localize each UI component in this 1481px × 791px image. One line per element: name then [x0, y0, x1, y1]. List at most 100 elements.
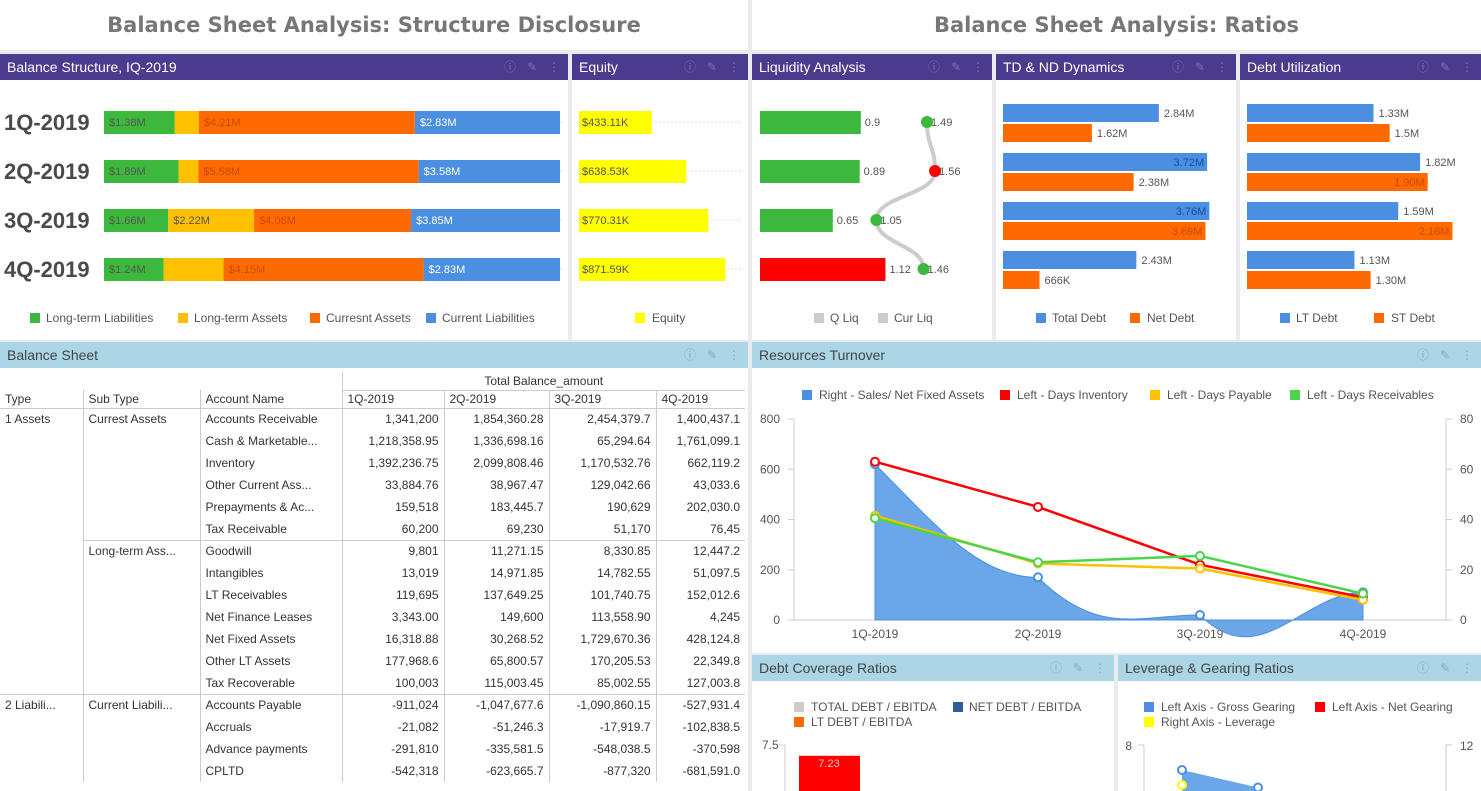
y-tick-right: 20	[1460, 563, 1474, 577]
more-icon[interactable]: ⋮	[1461, 661, 1473, 675]
series-b-label: 1.62M	[1097, 128, 1128, 140]
legend-swatch	[1280, 313, 1290, 323]
more-icon[interactable]: ⋮	[972, 60, 984, 74]
info-icon[interactable]: ⓘ	[927, 60, 940, 74]
column-header-1q[interactable]: 1Q-2019	[341, 390, 444, 409]
info-icon[interactable]: ⓘ	[1049, 661, 1062, 675]
table-row[interactable]: Net Fixed Assets 16,318.88 30,268.52 1,729,…	[0, 628, 745, 650]
q-liq-bar	[760, 160, 860, 183]
table-row[interactable]: CPLTD -542,318 -623,665.7 -877,320 -681,591.…	[0, 760, 745, 782]
cell-value: 1,729,670.36	[548, 628, 656, 650]
more-icon[interactable]: ⋮	[1216, 60, 1228, 74]
edit-icon[interactable]: ✎	[1439, 661, 1451, 675]
equity-label: $638.53K	[582, 166, 630, 178]
legend-label: Q Liq	[830, 311, 859, 325]
gross-gearing-point	[1253, 782, 1263, 791]
cell-value: 65,294.64	[548, 430, 656, 452]
table-header-row: Type Sub Type Account Name 1Q-2019 2Q-20…	[0, 390, 745, 409]
edit-icon[interactable]: ✎	[950, 60, 962, 74]
cell-value: 85,002.55	[548, 672, 656, 694]
info-icon[interactable]: ⓘ	[1171, 60, 1184, 74]
legend-swatch	[814, 313, 824, 323]
info-icon[interactable]: ⓘ	[683, 60, 696, 74]
edit-icon[interactable]: ✎	[1439, 60, 1451, 74]
series-b-bar	[1247, 124, 1390, 142]
column-header-subtype[interactable]: Sub Type	[82, 390, 200, 409]
table-row[interactable]: Accruals -21,082 -51,246.3 -17,919.7 -102,83…	[0, 716, 745, 738]
edit-icon[interactable]: ✎	[706, 60, 718, 74]
column-header-2q[interactable]: 2Q-2019	[443, 390, 549, 409]
info-icon[interactable]: ⓘ	[683, 348, 696, 362]
column-group-header[interactable]: Total Balance_amount	[341, 372, 745, 391]
bar-segment	[168, 209, 255, 232]
table-row[interactable]: 2 Liabili... Current Liabili... Accounts P…	[0, 693, 745, 716]
bar-label: $1.89M	[109, 166, 146, 178]
table-row[interactable]: Net Finance Leases 3,343.00 149,600 113,558…	[0, 606, 745, 628]
series-b-bar	[1247, 222, 1453, 240]
column-header-account[interactable]: Account Name	[199, 390, 342, 409]
info-icon[interactable]: ⓘ	[1416, 348, 1429, 362]
table-row[interactable]: Long-term Ass... Goodwill 9,801 11,271.15 8,…	[0, 539, 745, 562]
cell-type	[0, 760, 83, 782]
table-row[interactable]: LT Receivables 119,695 137,649.25 101,740.7…	[0, 584, 745, 606]
column-header-type[interactable]: Type	[0, 390, 83, 409]
legend-swatch	[1150, 390, 1160, 400]
cell-account: Tax Receivable	[199, 518, 342, 540]
cell-value: 11,271.15	[443, 539, 549, 562]
edit-icon[interactable]: ✎	[1072, 661, 1084, 675]
cell-value: 428,124.8	[655, 628, 745, 650]
more-icon[interactable]: ⋮	[1461, 60, 1473, 74]
legend-label: Right - Sales/ Net Fixed Assets	[819, 388, 984, 402]
balance-sheet-panel: Balance Sheet ⓘ ✎ ⋮ Total Balance_amount Ty…	[0, 342, 748, 791]
table-row[interactable]: Cash & Marketable... 1,218,358.95 1,336,69…	[0, 430, 745, 452]
table-row[interactable]: Advance payments -291,810 -335,581.5 -548,0…	[0, 738, 745, 760]
more-icon[interactable]: ⋮	[548, 60, 560, 74]
series-b-bar	[1247, 271, 1371, 289]
info-icon[interactable]: ⓘ	[1416, 60, 1429, 74]
series-a-label: 1.33M	[1378, 108, 1409, 120]
x-tick-label: 4Q-2019	[1340, 627, 1387, 641]
edit-icon[interactable]: ✎	[1194, 60, 1206, 74]
cell-subtype	[82, 650, 200, 672]
balance-structure-chart: 1Q-2019 $1.38M $4.21M $2.83M 2Q-2019 $1.89M $5…	[4, 110, 564, 325]
table-row[interactable]: Other LT Assets 177,968.6 65,800.57 170,205…	[0, 650, 745, 672]
cell-type	[0, 584, 83, 606]
cell-subtype: Current Liabili...	[82, 693, 200, 716]
cell-value: 1,341,200	[341, 408, 444, 430]
info-icon[interactable]: ⓘ	[1416, 661, 1429, 675]
bar-segment	[418, 160, 560, 183]
y-tick-left: 0	[773, 613, 780, 627]
cell-value: 14,971.85	[443, 562, 549, 584]
cell-subtype	[82, 562, 200, 584]
edit-icon[interactable]: ✎	[706, 348, 718, 362]
quarter-label: 3Q-2019	[4, 208, 90, 233]
cell-value: 51,097.5	[655, 562, 745, 584]
series-a-bar	[1247, 251, 1355, 269]
more-icon[interactable]: ⋮	[1094, 661, 1106, 675]
column-header-3q[interactable]: 3Q-2019	[548, 390, 656, 409]
table-row[interactable]: Tax Recoverable 100,003 115,003.45 85,002.5…	[0, 672, 745, 694]
cell-value: 177,968.6	[341, 650, 444, 672]
days-receivables-point	[1033, 557, 1043, 568]
leverage-chart: Left Axis - Gross Gearing Left Axis - Net…	[1125, 700, 1474, 791]
cell-value: 16,318.88	[341, 628, 444, 650]
equity-bar	[579, 111, 652, 134]
info-icon[interactable]: ⓘ	[503, 60, 516, 74]
cell-value: -291,810	[341, 738, 444, 760]
column-header-4q[interactable]: 4Q-2019	[655, 390, 745, 409]
table-row[interactable]: Inventory 1,392,236.75 2,099,808.46 1,170,5…	[0, 452, 745, 474]
table-row[interactable]: Intangibles 13,019 14,971.85 14,782.55 51,09…	[0, 562, 745, 584]
table-row[interactable]: Tax Receivable 60,200 69,230 51,170 76,45	[0, 518, 745, 540]
more-icon[interactable]: ⋮	[1461, 348, 1473, 362]
edit-icon[interactable]: ✎	[1439, 348, 1451, 362]
cur-liq-point	[929, 165, 942, 177]
more-icon[interactable]: ⋮	[728, 60, 740, 74]
cell-value: 101,740.75	[548, 584, 656, 606]
table-row[interactable]: Other Current Ass... 33,884.76 38,967.47 12…	[0, 474, 745, 496]
more-icon[interactable]: ⋮	[728, 348, 740, 362]
table-row[interactable]: 1 Assets Currest Assets Accounts Receivabl…	[0, 408, 745, 430]
edit-icon[interactable]: ✎	[526, 60, 538, 74]
cell-value: 1,761,099.1	[655, 430, 745, 452]
table-row[interactable]: Prepayments & Ac... 159,518 183,445.7 190,6…	[0, 496, 745, 518]
panel-title: Leverage & Gearing Ratios	[1125, 660, 1294, 676]
